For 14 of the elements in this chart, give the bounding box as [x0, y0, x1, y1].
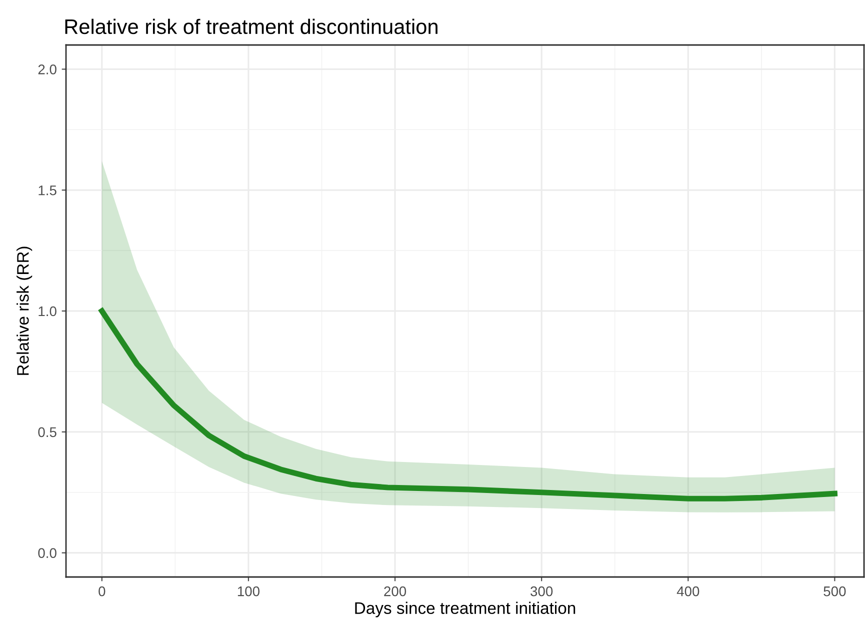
y-tick-label: 1.0 [38, 306, 56, 316]
y-tick-label: 0.0 [38, 548, 56, 558]
x-tick-label: 300 [530, 586, 553, 596]
y-axis-title: Relative risk (RR) [16, 246, 32, 375]
x-tick-label: 200 [384, 586, 406, 596]
x-axis-title: Days since treatment initiation [355, 602, 576, 618]
x-tick-label: 400 [676, 586, 700, 596]
chart-title: Relative risk of treatment discontinuation [65, 18, 438, 34]
x-tick-label: 100 [238, 586, 260, 596]
y-tick-label: 1.5 [38, 186, 56, 196]
x-tick-label: 0 [98, 586, 106, 596]
y-tick-label: 0.5 [38, 427, 56, 438]
y-tick-label: 2.0 [38, 64, 56, 74]
x-tick-label: 500 [824, 586, 846, 596]
